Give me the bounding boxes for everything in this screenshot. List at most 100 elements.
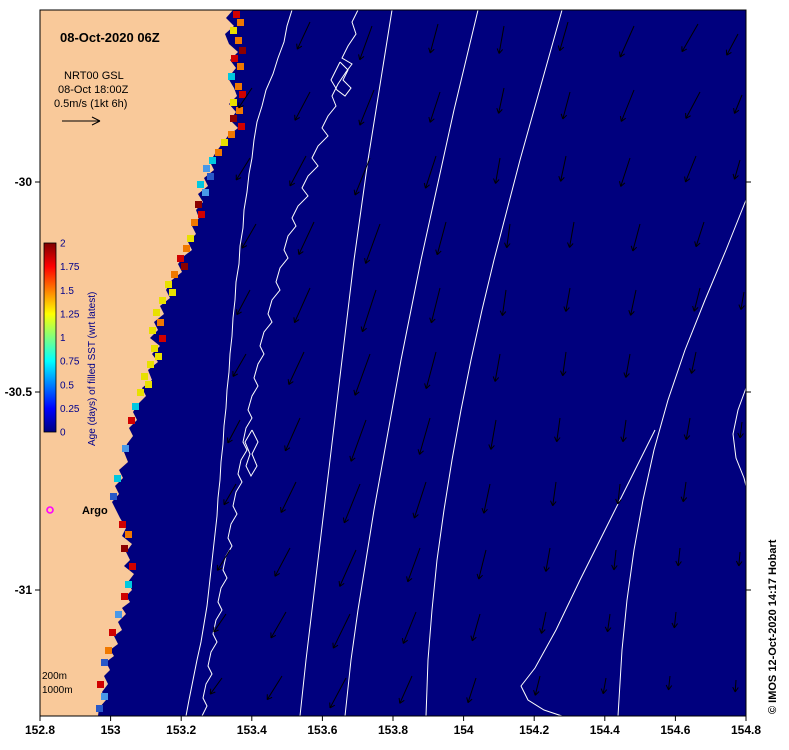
current-vector <box>737 421 744 439</box>
current-vector <box>428 91 441 123</box>
sst-age-pixel <box>149 327 156 334</box>
contour-line <box>617 199 747 717</box>
current-vector <box>412 481 427 519</box>
current-vector <box>428 23 439 54</box>
sst-age-pixel <box>129 563 136 570</box>
current-vector <box>665 675 673 691</box>
sst-age-pixel <box>215 149 222 156</box>
current-vector <box>238 87 253 109</box>
depth-1000m-label: 1000m <box>42 685 73 696</box>
sst-age-pixel <box>181 263 188 270</box>
y-axis-tick-label: -30.5 <box>5 385 33 399</box>
sst-age-pixel <box>207 173 214 180</box>
current-vector <box>560 351 567 377</box>
current-vector <box>623 353 631 378</box>
current-vector <box>567 221 575 248</box>
sst-age-pixel <box>195 201 202 208</box>
depth-200m-label: 200m <box>42 671 67 682</box>
sst-age-pixel <box>202 189 209 196</box>
land-mass <box>40 10 238 716</box>
current-vector <box>539 611 547 634</box>
legend-valid-time: 08-Oct 18:00Z <box>58 84 129 96</box>
current-vector <box>620 419 627 443</box>
contour-line <box>201 9 359 717</box>
sst-age-pixel <box>169 289 176 296</box>
current-vector <box>406 547 421 583</box>
sst-age-pixel <box>228 131 235 138</box>
current-vector <box>342 483 361 524</box>
sst-age-pixel <box>119 521 126 528</box>
colorbar-tick-label: 0.25 <box>60 404 80 415</box>
sst-age-pixel <box>157 319 164 326</box>
sst-age-pixel <box>114 475 121 482</box>
sst-age-pixel <box>233 11 240 18</box>
sst-age-pixel <box>115 611 122 618</box>
sst-age-pixel <box>171 271 178 278</box>
current-vector <box>466 677 477 704</box>
current-vector <box>360 289 377 333</box>
sst-age-pixel <box>96 705 103 712</box>
sst-age-pixel <box>183 245 190 252</box>
scale-arrow <box>62 116 101 126</box>
colorbar: 2 1.75 1.5 1.25 1 0.75 0.5 0.25 0 Age (days) of … <box>43 239 98 446</box>
current-vector <box>619 25 635 58</box>
sst-age-pixel <box>121 545 128 552</box>
current-vector <box>685 91 701 119</box>
sst-age-pixel <box>109 629 116 636</box>
current-vector <box>358 89 375 126</box>
current-vector <box>675 547 682 567</box>
current-vector <box>600 677 608 695</box>
current-vector <box>476 549 487 580</box>
legend-model-label: NRT00 GSL <box>64 70 124 82</box>
current-vector <box>332 613 351 649</box>
sst-age-pixel <box>221 139 228 146</box>
contour-line <box>425 9 563 717</box>
current-vector <box>692 287 701 312</box>
sst-age-pixel <box>191 219 198 226</box>
sst-age-pixel <box>141 373 148 380</box>
current-vector <box>209 677 223 695</box>
current-vector <box>496 87 505 114</box>
colorbar-tick-label: 1.25 <box>60 309 80 320</box>
current-vector <box>604 613 612 633</box>
current-vector <box>274 547 291 577</box>
sst-age-pixel <box>197 181 204 188</box>
current-vector <box>499 289 507 317</box>
sst-age-pixel <box>132 403 139 410</box>
x-axis-tick-label: 153.2 <box>166 723 196 737</box>
sst-age-pixel <box>177 255 184 262</box>
colorbar-tick-label: 1.75 <box>60 262 80 273</box>
sst-age-pixel <box>105 647 112 654</box>
current-vector <box>725 33 739 56</box>
colorbar-tick-labels: 2 1.75 1.5 1.25 1 0.75 0.5 0.25 0 <box>60 239 80 439</box>
current-vector <box>543 547 551 572</box>
current-vector <box>681 23 699 53</box>
sst-age-pixel <box>151 345 158 352</box>
sst-age-pixel <box>237 63 244 70</box>
current-vector <box>353 353 371 396</box>
sst-age-pixel <box>230 99 237 106</box>
contour-line <box>732 387 747 487</box>
current-vector <box>493 157 501 184</box>
sst-age-pixel <box>198 211 205 218</box>
current-vector <box>296 21 311 50</box>
current-vector <box>358 25 373 61</box>
current-vector <box>297 221 315 256</box>
sst-age-pixel <box>145 381 152 388</box>
contour-line <box>244 429 259 478</box>
sst-age-pixel <box>236 107 243 114</box>
x-axis-tick-label: 152.8 <box>25 723 55 737</box>
contour-line <box>344 9 479 717</box>
sst-age-pixel <box>128 417 135 424</box>
current-vector <box>353 157 371 196</box>
sst-age-pixel <box>137 389 144 396</box>
current-vector <box>232 353 247 377</box>
current-vector <box>496 25 505 54</box>
sst-age-pixel <box>155 353 162 360</box>
legend-vector-scale: 0.5m/s (1kt 6h) <box>54 98 127 110</box>
current-vector <box>694 221 705 248</box>
current-vector <box>558 155 567 182</box>
x-axis-tick-label: 153.6 <box>307 723 337 737</box>
current-vector <box>401 611 417 644</box>
current-vector <box>470 613 481 642</box>
